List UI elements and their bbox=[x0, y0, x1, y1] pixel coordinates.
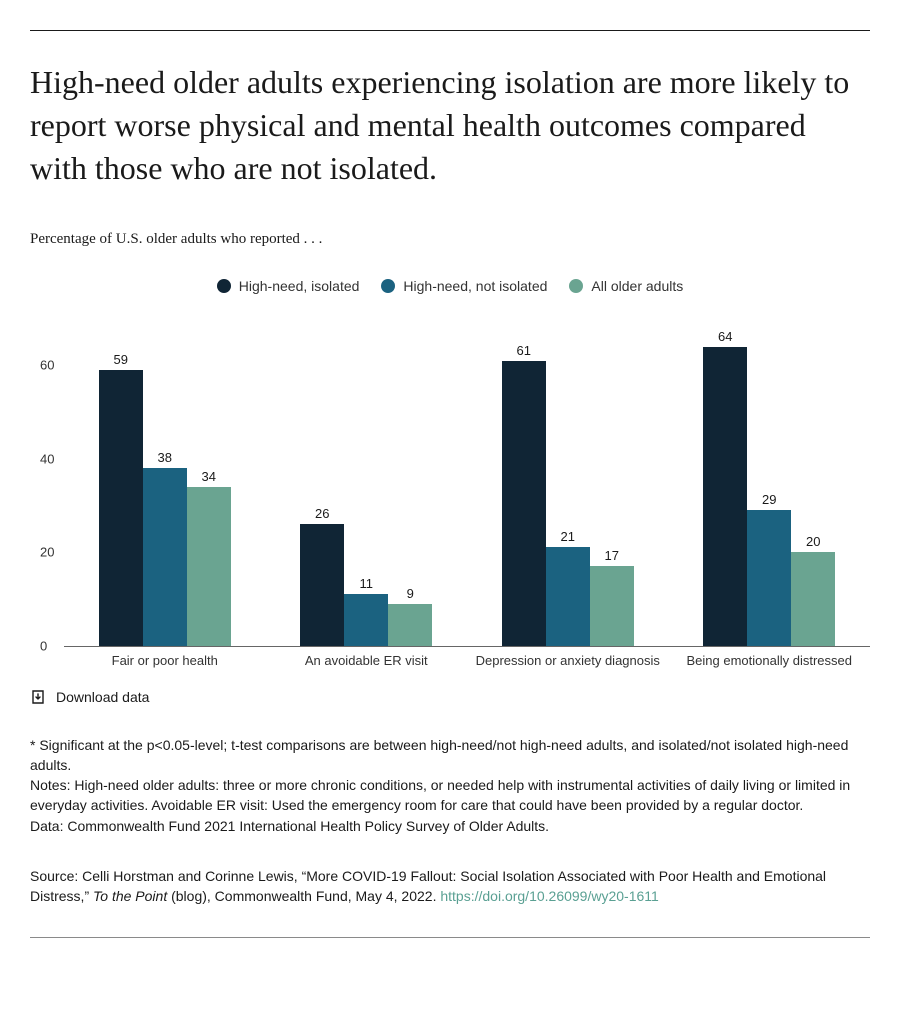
bar-group: 593834 bbox=[64, 319, 266, 646]
x-axis-label: An avoidable ER visit bbox=[266, 647, 468, 669]
bar: 29 bbox=[747, 510, 791, 645]
bar-value-label: 21 bbox=[561, 529, 575, 544]
bar-value-label: 17 bbox=[605, 548, 619, 563]
x-axis-label: Fair or poor health bbox=[64, 647, 266, 669]
x-axis-label: Being emotionally distressed bbox=[669, 647, 871, 669]
legend-label: All older adults bbox=[591, 278, 683, 294]
bar-value-label: 29 bbox=[762, 492, 776, 507]
legend-item: High-need, not isolated bbox=[381, 278, 547, 294]
notes-block: * Significant at the p<0.05-level; t-tes… bbox=[30, 735, 870, 836]
x-axis-label: Depression or anxiety diagnosis bbox=[467, 647, 669, 669]
bar: 38 bbox=[143, 468, 187, 646]
bar: 21 bbox=[546, 547, 590, 645]
top-rule bbox=[30, 30, 870, 31]
bar-value-label: 59 bbox=[114, 352, 128, 367]
bar: 64 bbox=[703, 347, 747, 646]
bar-value-label: 9 bbox=[407, 586, 414, 601]
notes-data-source: Data: Commonwealth Fund 2021 Internation… bbox=[30, 816, 870, 836]
bottom-rule bbox=[30, 937, 870, 938]
source-mid: (blog), Commonwealth Fund, May 4, 2022. bbox=[167, 888, 440, 904]
bar-value-label: 38 bbox=[158, 450, 172, 465]
bar: 26 bbox=[300, 524, 344, 645]
bar: 59 bbox=[99, 370, 143, 646]
source-citation: Source: Celli Horstman and Corinne Lewis… bbox=[30, 866, 870, 907]
bar: 61 bbox=[502, 361, 546, 646]
bar-group: 26119 bbox=[266, 319, 468, 646]
y-axis-tick: 20 bbox=[40, 545, 54, 560]
bar: 11 bbox=[344, 594, 388, 645]
bar-value-label: 20 bbox=[806, 534, 820, 549]
bar-value-label: 61 bbox=[517, 343, 531, 358]
source-publication: To the Point bbox=[93, 888, 167, 904]
bar-chart: 59383426119612117642920 0204060 Fair or … bbox=[52, 319, 870, 669]
source-doi-link[interactable]: https://doi.org/10.26099/wy20-1611 bbox=[440, 888, 658, 904]
legend-label: High-need, isolated bbox=[239, 278, 360, 294]
bar-value-label: 11 bbox=[360, 576, 374, 591]
bar-value-label: 64 bbox=[718, 329, 732, 344]
download-data-button[interactable]: Download data bbox=[30, 689, 870, 705]
y-axis-tick: 40 bbox=[40, 451, 54, 466]
bar: 17 bbox=[590, 566, 634, 645]
download-icon bbox=[30, 689, 46, 705]
legend-swatch bbox=[217, 279, 231, 293]
legend-label: High-need, not isolated bbox=[403, 278, 547, 294]
legend-item: High-need, isolated bbox=[217, 278, 360, 294]
legend: High-need, isolated High-need, not isolat… bbox=[30, 278, 870, 294]
legend-swatch bbox=[381, 279, 395, 293]
y-axis-tick: 0 bbox=[40, 638, 47, 653]
notes-significance: * Significant at the p<0.05-level; t-tes… bbox=[30, 735, 870, 776]
chart-title: High-need older adults experiencing isol… bbox=[30, 61, 870, 191]
bar-group: 612117 bbox=[467, 319, 669, 646]
legend-item: All older adults bbox=[569, 278, 683, 294]
notes-definitions: Notes: High-need older adults: three or … bbox=[30, 775, 870, 816]
bar: 34 bbox=[187, 487, 231, 646]
y-axis-tick: 60 bbox=[40, 358, 54, 373]
download-label: Download data bbox=[56, 689, 149, 705]
bar-value-label: 34 bbox=[202, 469, 216, 484]
bar-group: 642920 bbox=[669, 319, 871, 646]
bar: 9 bbox=[388, 604, 432, 646]
chart-subtitle: Percentage of U.S. older adults who repo… bbox=[30, 231, 870, 248]
bar-value-label: 26 bbox=[315, 506, 329, 521]
legend-swatch bbox=[569, 279, 583, 293]
bar: 20 bbox=[791, 552, 835, 645]
